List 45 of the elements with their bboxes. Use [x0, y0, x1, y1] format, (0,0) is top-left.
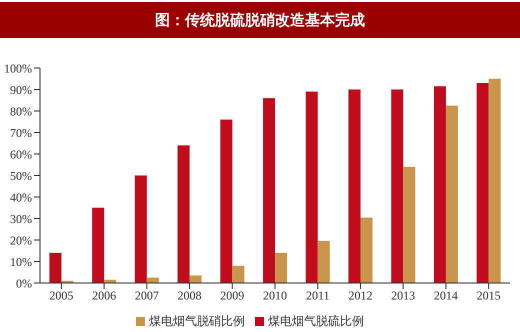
- y-tick-label: 100%: [4, 61, 32, 76]
- bar: [348, 90, 360, 283]
- y-tick-label: 70%: [10, 126, 32, 140]
- bar: [49, 252, 62, 283]
- bar: [318, 240, 330, 283]
- x-tick-label: 2010: [263, 288, 287, 303]
- bar: [232, 266, 244, 283]
- y-tick-label: 90%: [10, 82, 32, 97]
- bar: [178, 145, 190, 283]
- bar: [220, 120, 232, 283]
- bar: [263, 98, 276, 283]
- x-tick-label: 2006: [92, 288, 116, 303]
- bar: [275, 252, 288, 283]
- x-tick-label: 2014: [434, 288, 458, 303]
- x-tick-label: 2005: [49, 288, 74, 303]
- y-tick-label: 40%: [10, 190, 32, 204]
- bar: [446, 106, 458, 283]
- bar: [403, 166, 416, 283]
- x-tick-label: 2012: [348, 288, 372, 303]
- bar: [391, 90, 404, 283]
- y-tick-label: 10%: [10, 254, 32, 269]
- x-tick-label: 2013: [391, 288, 416, 303]
- bar: [190, 275, 202, 283]
- x-tick-label: 2008: [178, 288, 202, 303]
- x-tick-label: 2015: [476, 288, 501, 303]
- bar: [306, 92, 318, 283]
- bar: [488, 78, 501, 283]
- x-tick-label: 2011: [306, 288, 330, 303]
- y-tick-label: 60%: [10, 147, 32, 162]
- bar: [434, 86, 446, 283]
- chart-title: 图：传统脱硫脱硝改造基本完成: [0, 2, 520, 38]
- y-tick-label: 50%: [10, 168, 32, 183]
- bar: [92, 208, 104, 283]
- x-tick-label: 2007: [134, 288, 159, 303]
- x-tick-label: 2009: [220, 288, 244, 303]
- y-tick-label: 30%: [10, 212, 32, 226]
- bar: [146, 278, 159, 283]
- legend-label: 煤电烟气脱硫比例: [268, 314, 364, 328]
- bar: [476, 83, 489, 283]
- y-tick-label: 20%: [10, 233, 32, 248]
- y-tick-label: 0%: [16, 276, 32, 290]
- bar: [134, 176, 147, 283]
- legend-label: 煤电烟气脱硝比例: [149, 314, 245, 328]
- bar: [360, 218, 372, 283]
- y-tick-label: 80%: [10, 104, 32, 118]
